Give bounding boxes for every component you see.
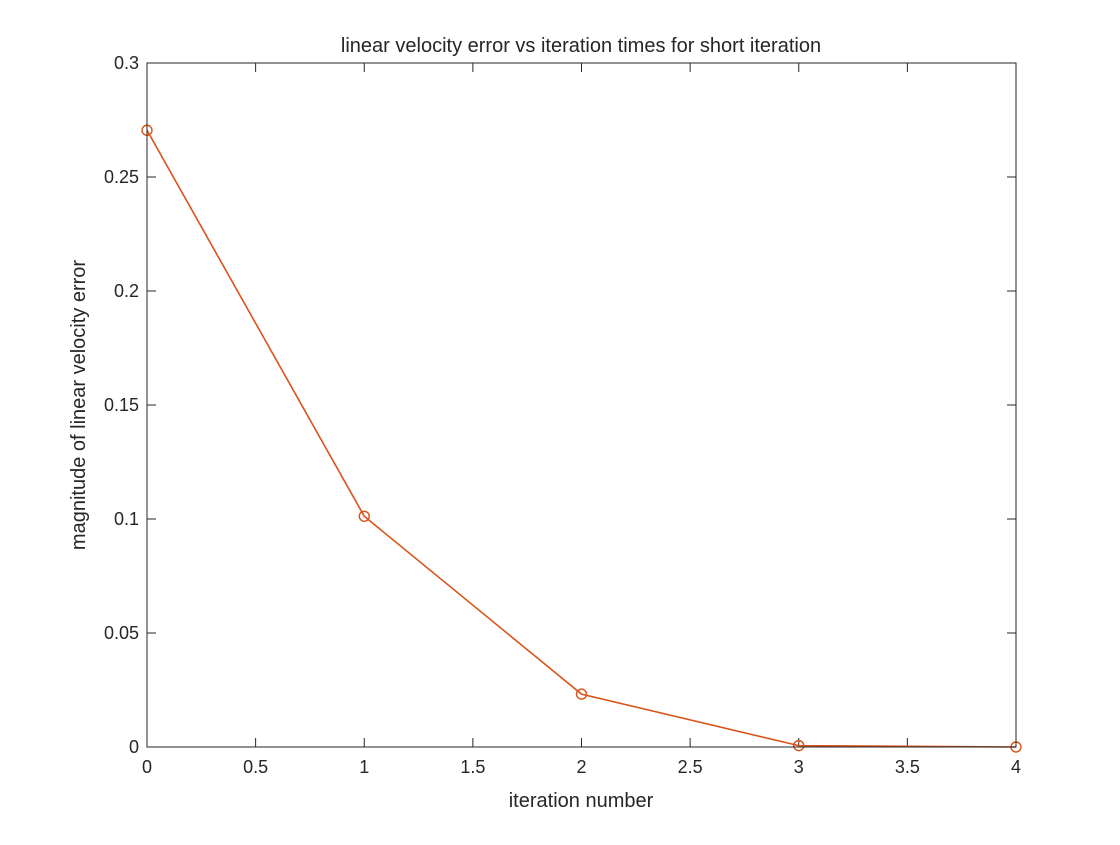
x-tick-label: 0.5	[243, 757, 268, 777]
data-series	[141, 124, 1022, 753]
x-tick-label: 3.5	[895, 757, 920, 777]
axes-box	[146, 62, 1017, 748]
y-tick-label: 0.3	[114, 53, 139, 73]
data-point	[358, 510, 370, 522]
y-tick-label: 0	[129, 737, 139, 757]
x-tick-label: 2	[576, 757, 586, 777]
x-axis-label: iteration number	[509, 790, 654, 812]
data-point	[575, 688, 588, 700]
y-axis-label: magnitude of linear velocity error	[68, 260, 90, 550]
y-tick-label: 0.25	[104, 167, 139, 187]
x-tick-label: 4	[1011, 757, 1021, 777]
tick-labels: 0 0.5 1 1.5 2 2.5 3 3.5 4 0 0.05 0.1 0.15 0.2 0.25 0.3	[104, 53, 1021, 777]
chart-title: linear velocity error vs iteration times…	[341, 35, 821, 57]
plot-area	[147, 63, 1016, 747]
x-tick-label: 0	[142, 757, 152, 777]
x-tick-label: 1.5	[460, 757, 485, 777]
series-line	[146, 129, 1017, 748]
data-point	[793, 739, 805, 752]
x-tick-label: 3	[794, 757, 804, 777]
x-tick-label: 1	[359, 757, 369, 777]
x-tick-label: 2.5	[678, 757, 703, 777]
y-tick-label: 0.05	[104, 623, 139, 643]
y-tick-label: 0.15	[104, 395, 139, 415]
y-tick-label: 0.2	[114, 281, 139, 301]
y-tick-label: 0.1	[114, 509, 139, 529]
